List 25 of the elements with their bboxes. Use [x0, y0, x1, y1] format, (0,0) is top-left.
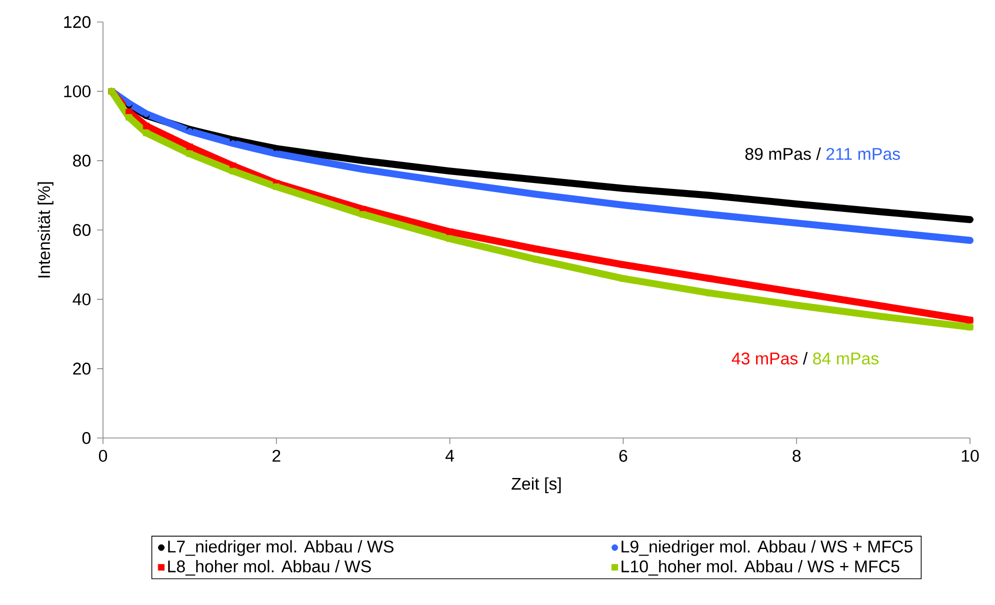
- annotation: 43 mPas: [732, 352, 798, 364]
- legend-label: L7_niedriger mol. Abbau / WS: [168, 540, 394, 556]
- annotation: /: [802, 352, 808, 364]
- annotation: 89 mPas: [745, 148, 811, 160]
- x-tick-label: 10: [962, 450, 979, 462]
- y-tick-label: 20: [73, 362, 90, 375]
- x-tick-label: 8: [792, 450, 801, 462]
- annotation: 84 mPas: [813, 352, 879, 364]
- x-axis-title: Zeit [s]: [512, 477, 561, 494]
- y-tick-label: 100: [64, 85, 90, 98]
- x-tick-label: 6: [619, 450, 628, 462]
- y-tick-label: 80: [73, 154, 90, 167]
- legend-label: L10_hoher mol. Abbau / WS + MFC5: [622, 560, 900, 576]
- y-tick-label: 40: [72, 293, 90, 306]
- legend-label: L8_hoher mol. Abbau / WS: [168, 560, 371, 576]
- x-tick-label: 0: [98, 450, 108, 462]
- y-tick-label: 60: [73, 224, 90, 236]
- annotation: 211 mPas: [826, 148, 900, 160]
- x-tick-label: 2: [272, 450, 280, 462]
- annotation: /: [816, 148, 821, 160]
- legend-label: L9_niedriger mol. Abbau / WS + MFC5: [622, 540, 912, 556]
- x-tick-label: 4: [445, 450, 454, 462]
- y-tick-label: 0: [82, 432, 90, 444]
- y-tick-label: 120: [64, 16, 90, 28]
- y-axis-title: Intensität [%]: [38, 182, 54, 278]
